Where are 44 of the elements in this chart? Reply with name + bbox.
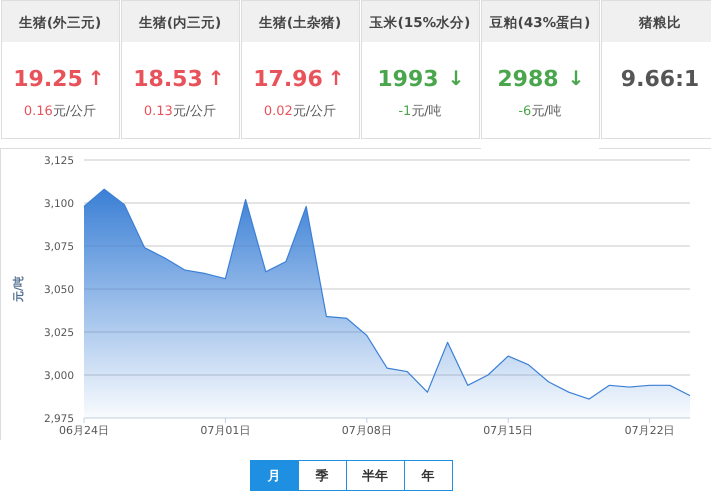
- text: 17.96: [253, 67, 323, 92]
- x-tick-label: 07月22日: [624, 424, 675, 437]
- text: 生猪(内三元): [138, 15, 222, 31]
- y-tick-label: 3,000: [44, 370, 74, 382]
- category-label: 半年: [361, 469, 388, 484]
- x-tick-label: 07月08日: [342, 424, 392, 437]
- text: 猪粮比: [638, 15, 681, 31]
- category-label: 年: [420, 469, 434, 484]
- text: 2988: [497, 67, 559, 92]
- category-label: 月: [266, 469, 280, 484]
- text: ↓: [448, 66, 464, 90]
- text: 9.66:1: [620, 67, 700, 92]
- text: 豆粕(43%蛋白): [488, 15, 590, 31]
- text: 元/吨: [411, 104, 442, 119]
- x-tick-label: 07月15日: [483, 424, 534, 437]
- text: 18.53: [133, 67, 203, 92]
- text: 元/公斤: [172, 104, 216, 119]
- text: 0.02: [264, 104, 293, 119]
- text: 玉米(15%水分): [368, 15, 470, 31]
- text: ↑: [328, 66, 344, 90]
- y-tick-label: 3,075: [44, 241, 74, 253]
- x-tick-label: 06月24日: [59, 424, 109, 437]
- text: 元/公斤: [292, 104, 336, 119]
- y-tick-label: 3,025: [44, 327, 74, 339]
- text: 1993: [377, 67, 439, 92]
- category-label: 季: [314, 468, 328, 484]
- text: ↑: [208, 66, 224, 90]
- text: 0.13: [144, 104, 173, 119]
- y-tick-label: 3,050: [44, 284, 74, 296]
- text: ↓: [568, 66, 584, 90]
- text: -6: [518, 104, 532, 119]
- text: -1: [398, 104, 412, 119]
- text: 元/公斤: [52, 104, 96, 119]
- text: ↑: [88, 66, 104, 90]
- text: 19.25: [13, 67, 83, 92]
- text: 生猪(土杂猪): [258, 15, 342, 31]
- text: 元/吨: [531, 104, 562, 119]
- y-tick-label: 3,125: [44, 155, 74, 167]
- y-axis-title: 元/吨: [12, 276, 25, 304]
- text: 生猪(外三元): [18, 15, 102, 31]
- text: 0.16: [24, 104, 53, 119]
- x-tick-label: 07月01日: [200, 424, 250, 437]
- y-tick-label: 3,100: [44, 198, 74, 210]
- y-tick-label: 2,975: [44, 413, 74, 425]
